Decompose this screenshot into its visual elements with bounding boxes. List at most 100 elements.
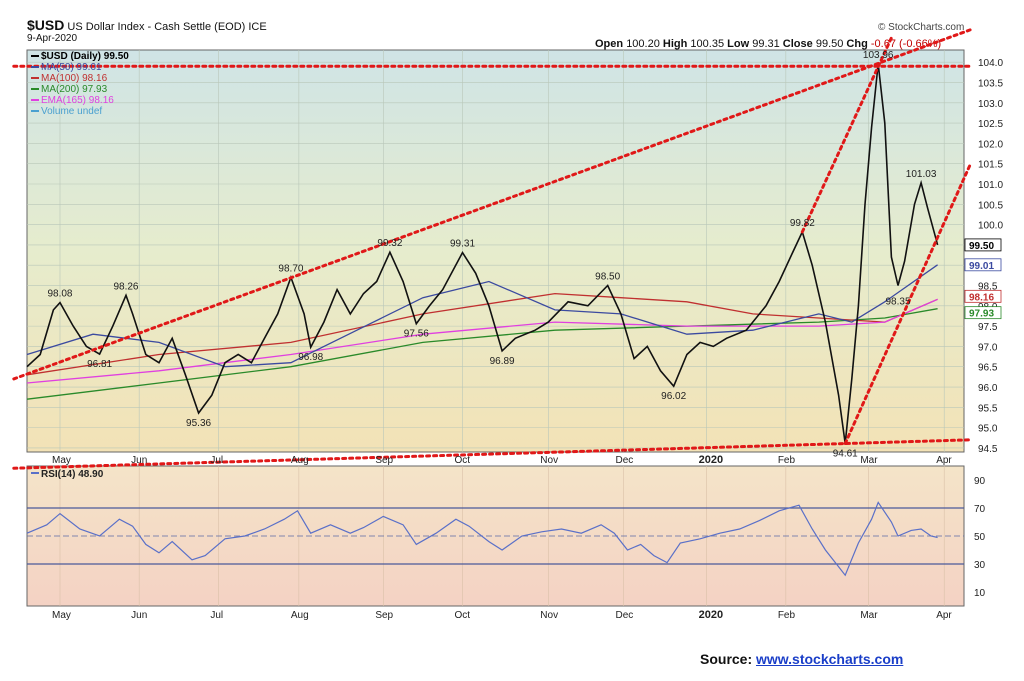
rsi-y-tick: 50 [974, 532, 986, 543]
price-x-tick: May [52, 455, 71, 466]
price-x-tick: Dec [616, 455, 634, 466]
close-label: Close [782, 38, 813, 50]
price-y-tick: 103.0 [978, 99, 1003, 110]
rsi-x-tick: Jun [131, 610, 147, 621]
price-y-tick: 100.5 [978, 200, 1003, 211]
price-y-tick: 101.5 [978, 160, 1003, 171]
trendline [800, 36, 893, 234]
price-annotation: 96.81 [87, 359, 112, 370]
chart-date: 9-Apr-2020 [27, 33, 78, 44]
trendline [12, 438, 973, 470]
price-annotation: 95.36 [186, 418, 211, 429]
price-y-tick: 101.0 [978, 180, 1003, 191]
rsi-x-tick: Oct [455, 610, 471, 621]
price-badge-label: 98.16 [969, 292, 994, 303]
trendline [12, 28, 973, 381]
legend-entry: MA(100) 98.16 [41, 73, 108, 84]
legend-entry: Volume undef [41, 106, 102, 117]
open-value: 100.20 [626, 38, 660, 50]
price-y-tick: 98.5 [978, 282, 998, 293]
rsi-legend: RSI(14) 48.90 [41, 469, 104, 480]
price-x-tick: Apr [936, 455, 952, 466]
price-annotation: 96.98 [298, 352, 323, 363]
source-link[interactable]: www.stockcharts.com [756, 651, 904, 667]
price-annotation: 94.61 [833, 448, 858, 459]
price-y-tick: 95.0 [978, 424, 998, 435]
price-badge-label: 99.50 [969, 241, 994, 252]
price-y-tick: 103.5 [978, 78, 1003, 89]
price-badge-box [964, 306, 1002, 320]
price-badge-label: 97.93 [969, 309, 994, 320]
price-annotation: 96.02 [661, 391, 686, 402]
price-badge-box [964, 258, 1002, 272]
price-annotation: 96.89 [490, 356, 515, 367]
price-annotation: 98.50 [595, 272, 620, 283]
price-y-tick: 102.5 [978, 119, 1003, 130]
rsi-y-tick: 90 [974, 476, 986, 487]
price-annotation: 101.03 [906, 169, 937, 180]
price-y-tick: 100.0 [978, 221, 1003, 232]
price-y-tick: 96.0 [978, 383, 998, 394]
rsi-x-tick: Dec [616, 610, 634, 621]
price-annotation: 103.96 [863, 50, 894, 61]
price-annotation: 98.70 [278, 263, 303, 274]
price-badge-label: 99.01 [969, 261, 994, 272]
rsi-line [26, 501, 938, 577]
rsi-x-tick: Apr [936, 610, 952, 621]
price-y-tick: 104.0 [978, 58, 1003, 69]
legend-entry: MA(200) 97.93 [41, 84, 108, 95]
ema165-line [26, 298, 938, 384]
price-x-tick: Sep [375, 455, 393, 466]
rsi-x-tick: Aug [291, 610, 309, 621]
low-value: 99.31 [752, 38, 780, 50]
price-annotation: 99.32 [377, 238, 402, 249]
rsi-x-tick: Sep [375, 610, 393, 621]
legend-entry: $USD (Daily) 99.50 [41, 51, 129, 62]
price-x-tick: Mar [860, 455, 878, 466]
source-credit: Source: www.stockcharts.com [700, 651, 903, 667]
price-x-tick: Jul [210, 455, 223, 466]
ma200-line [26, 308, 938, 400]
price-annotation: 98.35 [885, 297, 910, 308]
chg-label: Chg [846, 38, 868, 50]
rsi-x-tick: Jul [210, 610, 223, 621]
price-annotation: 97.56 [404, 329, 429, 340]
stockcharts-logo: © StockCharts.com [878, 22, 965, 33]
legend-entry: EMA(165) 98.16 [41, 95, 114, 106]
high-label: High [662, 38, 688, 50]
rsi-y-tick: 10 [974, 588, 986, 599]
rsi-y-tick: 30 [974, 560, 986, 571]
price-annotation: 98.08 [47, 289, 72, 300]
price-annotation: 98.26 [113, 281, 138, 292]
price-y-tick: 94.5 [978, 444, 998, 455]
price-badge-box [964, 238, 1002, 252]
index-name: US Dollar Index - Cash Settle (EOD) [67, 21, 246, 33]
exchange-label: ICE [248, 21, 267, 33]
open-label: Open [595, 38, 624, 50]
rsi-x-tick: May [52, 610, 71, 621]
rsi-x-tick: Mar [860, 610, 878, 621]
price-y-tick: 102.0 [978, 139, 1003, 150]
price-x-tick: 2020 [699, 454, 723, 466]
rsi-y-tick: 70 [974, 504, 986, 515]
price-x-tick: Feb [778, 455, 796, 466]
rsi-x-tick: 2020 [699, 609, 723, 621]
high-value: 100.35 [690, 38, 725, 50]
ma50-line [26, 264, 938, 368]
price-x-tick: Aug [291, 455, 309, 466]
price-annotation: 99.82 [790, 218, 815, 229]
price-y-tick: 95.5 [978, 403, 998, 414]
source-label: Source: [700, 651, 753, 667]
rsi-x-tick: Nov [540, 610, 558, 621]
price-line [26, 63, 939, 444]
price-annotation: 99.31 [450, 239, 475, 250]
price-panel [26, 49, 965, 453]
price-y-tick: 96.5 [978, 363, 998, 374]
legend-entry: MA(50) 99.01 [41, 62, 102, 73]
price-x-tick: Jun [131, 455, 147, 466]
trendline [843, 162, 973, 445]
price-badge-box [964, 289, 1002, 303]
price-y-tick: 97.5 [978, 322, 998, 333]
rsi-x-tick: Feb [778, 610, 796, 621]
